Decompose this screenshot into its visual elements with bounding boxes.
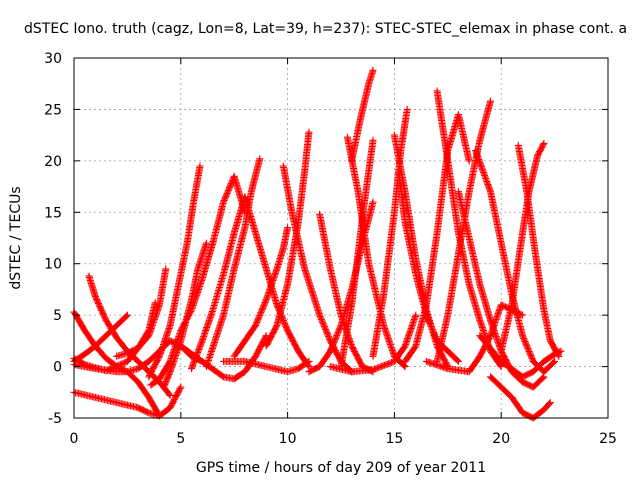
series-track [279, 162, 356, 376]
series-track [401, 111, 473, 365]
data-point-markers [487, 373, 554, 422]
x-tick-label: 0 [70, 431, 79, 447]
data-point-markers [220, 357, 313, 376]
data-point-markers [145, 162, 204, 381]
y-tick-label: 10 [44, 257, 62, 273]
y-tick-label: 20 [44, 154, 62, 170]
data-point-markers [230, 224, 292, 360]
data-point-markers [472, 147, 559, 376]
plot-frame [73, 57, 609, 419]
chart-title: dSTEC Iono. truth (cagz, Lon=8, Lat=39, … [24, 21, 627, 37]
series-track [160, 239, 210, 391]
series-track [514, 141, 563, 360]
series-track [230, 224, 292, 360]
y-tick-label: -5 [48, 411, 62, 427]
y-tick-label: 15 [44, 205, 62, 221]
data-point-markers [497, 139, 548, 355]
data-point-markers [202, 155, 264, 371]
y-tick-label: 0 [53, 360, 62, 376]
data-point-markers [401, 111, 473, 365]
y-tick-label: 5 [53, 308, 62, 324]
data-points [70, 66, 565, 422]
series-track [188, 193, 249, 373]
series-track [145, 162, 204, 381]
series-track [343, 133, 409, 371]
data-point-markers [113, 265, 170, 360]
x-tick-label: 25 [599, 431, 617, 447]
data-point-markers [279, 162, 356, 376]
data-point-markers [348, 66, 377, 165]
data-point-markers [160, 239, 210, 391]
x-axis-label: GPS time / hours of day 209 of year 2011 [196, 460, 486, 476]
series-track [476, 332, 565, 381]
axis-ticks: 0 5 10 15 20 25 -5 0 5 10 15 20 25 30 [44, 51, 617, 447]
data-point-markers [326, 311, 420, 376]
series-track [472, 147, 559, 376]
data-point-markers [476, 332, 565, 381]
series-track [497, 139, 548, 355]
series-track [326, 311, 420, 376]
data-point-markers [188, 193, 249, 373]
data-point-markers [343, 133, 409, 371]
series-track [113, 265, 170, 360]
series-track [177, 332, 270, 383]
series-track [348, 66, 377, 165]
series-track [220, 357, 313, 376]
data-point-markers [514, 141, 563, 360]
x-tick-label: 10 [279, 431, 297, 447]
y-tick-label: 25 [44, 102, 62, 118]
y-axis-label: dSTEC / TECUs [8, 186, 24, 289]
series-track [202, 155, 264, 371]
series-track [487, 373, 554, 422]
x-tick-label: 20 [492, 431, 510, 447]
x-tick-label: 5 [176, 431, 185, 447]
y-tick-label: 30 [44, 51, 62, 67]
x-tick-label: 15 [385, 431, 403, 447]
data-point-markers [177, 332, 270, 383]
